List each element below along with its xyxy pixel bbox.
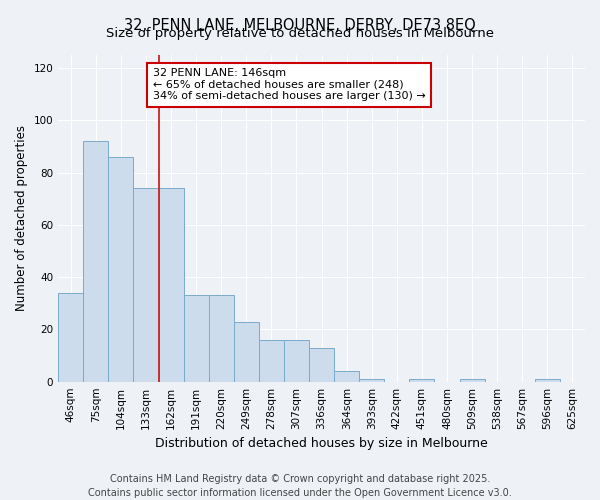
Text: Size of property relative to detached houses in Melbourne: Size of property relative to detached ho… — [106, 28, 494, 40]
Bar — [284, 340, 309, 382]
Bar — [334, 371, 359, 382]
Bar — [58, 293, 83, 382]
Y-axis label: Number of detached properties: Number of detached properties — [15, 126, 28, 312]
Bar — [309, 348, 334, 382]
Bar — [133, 188, 158, 382]
Text: Contains HM Land Registry data © Crown copyright and database right 2025.
Contai: Contains HM Land Registry data © Crown c… — [88, 474, 512, 498]
Bar — [409, 379, 434, 382]
Bar — [460, 379, 485, 382]
Text: 32, PENN LANE, MELBOURNE, DERBY, DE73 8EQ: 32, PENN LANE, MELBOURNE, DERBY, DE73 8E… — [124, 18, 476, 32]
Bar — [535, 379, 560, 382]
Bar — [83, 141, 109, 382]
Bar — [359, 379, 385, 382]
Text: 32 PENN LANE: 146sqm
← 65% of detached houses are smaller (248)
34% of semi-deta: 32 PENN LANE: 146sqm ← 65% of detached h… — [153, 68, 426, 102]
Bar — [209, 296, 234, 382]
Bar — [234, 322, 259, 382]
Bar — [259, 340, 284, 382]
Bar — [158, 188, 184, 382]
Bar — [184, 296, 209, 382]
X-axis label: Distribution of detached houses by size in Melbourne: Distribution of detached houses by size … — [155, 437, 488, 450]
Bar — [109, 157, 133, 382]
